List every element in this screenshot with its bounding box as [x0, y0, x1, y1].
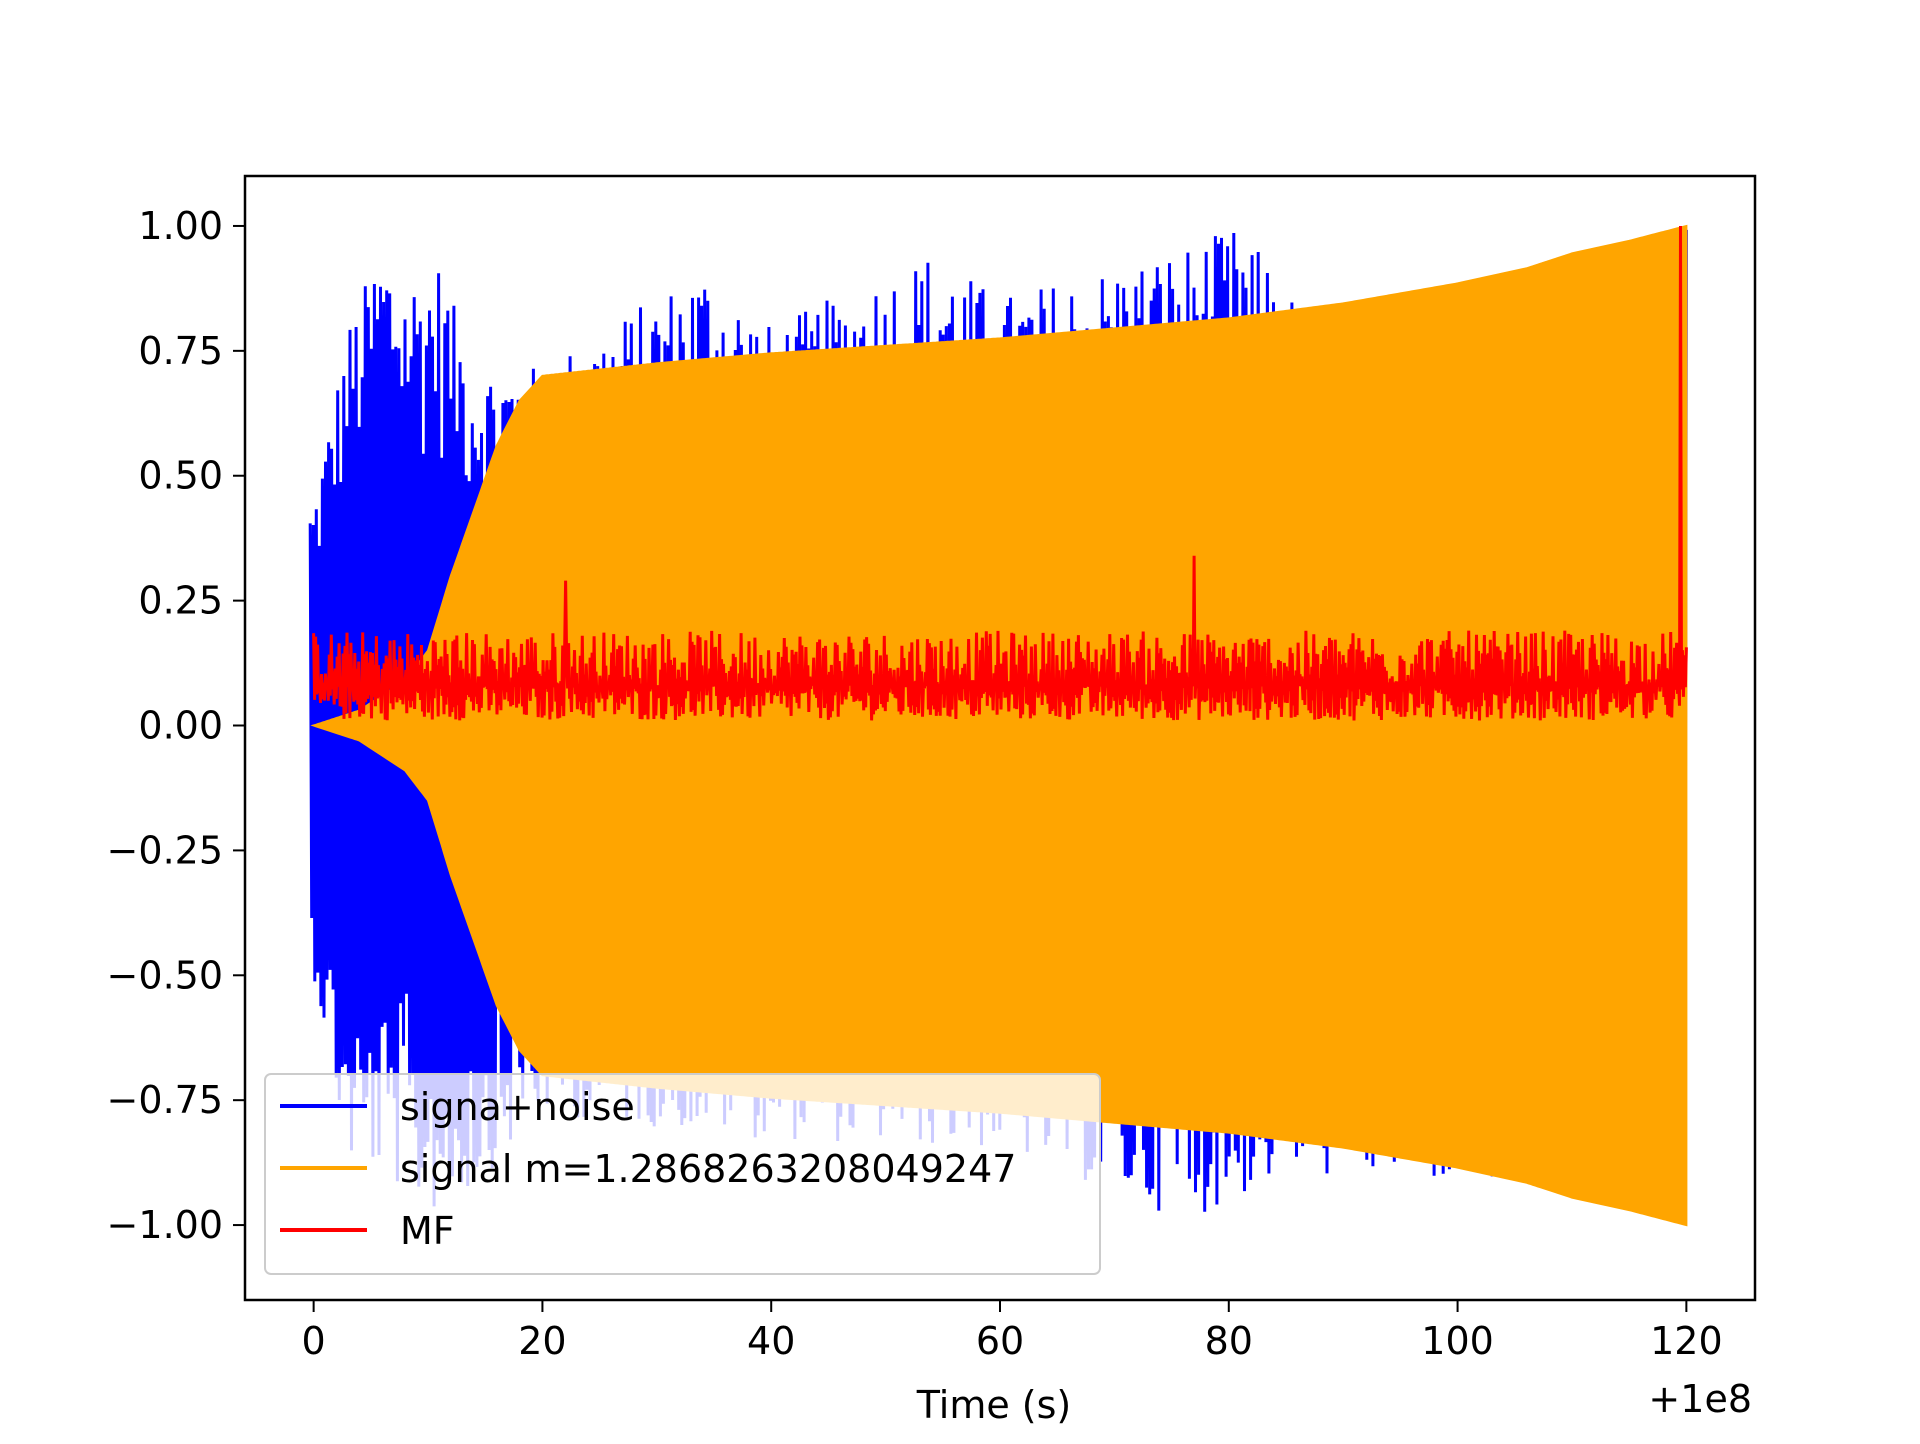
- y-tick-label: 0.25: [138, 579, 223, 623]
- legend-label: MF: [400, 1209, 455, 1253]
- y-tick-label: −0.75: [107, 1078, 223, 1122]
- y-tick-label: −0.50: [107, 953, 223, 997]
- x-tick-label: 60: [976, 1319, 1024, 1363]
- x-offset-label: +1e8: [1648, 1377, 1752, 1421]
- axes: 0 20 40 60 80 100 120 1.00 0.75 0.50 0.25 0.00 −0.25…: [107, 174, 1757, 1363]
- y-tick-label: −0.25: [107, 828, 223, 872]
- legend-label: signa+noise: [400, 1085, 635, 1129]
- legend-label: signal m=1.2868263208049247: [400, 1147, 1016, 1191]
- x-tick-label: 80: [1205, 1319, 1253, 1363]
- series-mf-line: [312, 225, 1688, 721]
- y-tick-label: 0.75: [138, 329, 223, 373]
- x-tick-label: 120: [1650, 1319, 1723, 1363]
- y-tick-label: 0.00: [138, 704, 223, 748]
- legend: signa+noise signal m=1.2868263208049247 MF: [264, 1073, 1101, 1275]
- x-tick-label: 40: [747, 1319, 795, 1363]
- x-axis-label: Time (s): [916, 1383, 1072, 1427]
- legend-box: [264, 1073, 1101, 1275]
- x-tick-label: 0: [302, 1319, 326, 1363]
- y-tick-label: 1.00: [138, 204, 223, 248]
- x-tick-label: 100: [1421, 1319, 1494, 1363]
- y-tick-label: −1.00: [107, 1203, 223, 1247]
- y-tick-label: 0.50: [138, 454, 223, 498]
- x-tick-label: 20: [518, 1319, 566, 1363]
